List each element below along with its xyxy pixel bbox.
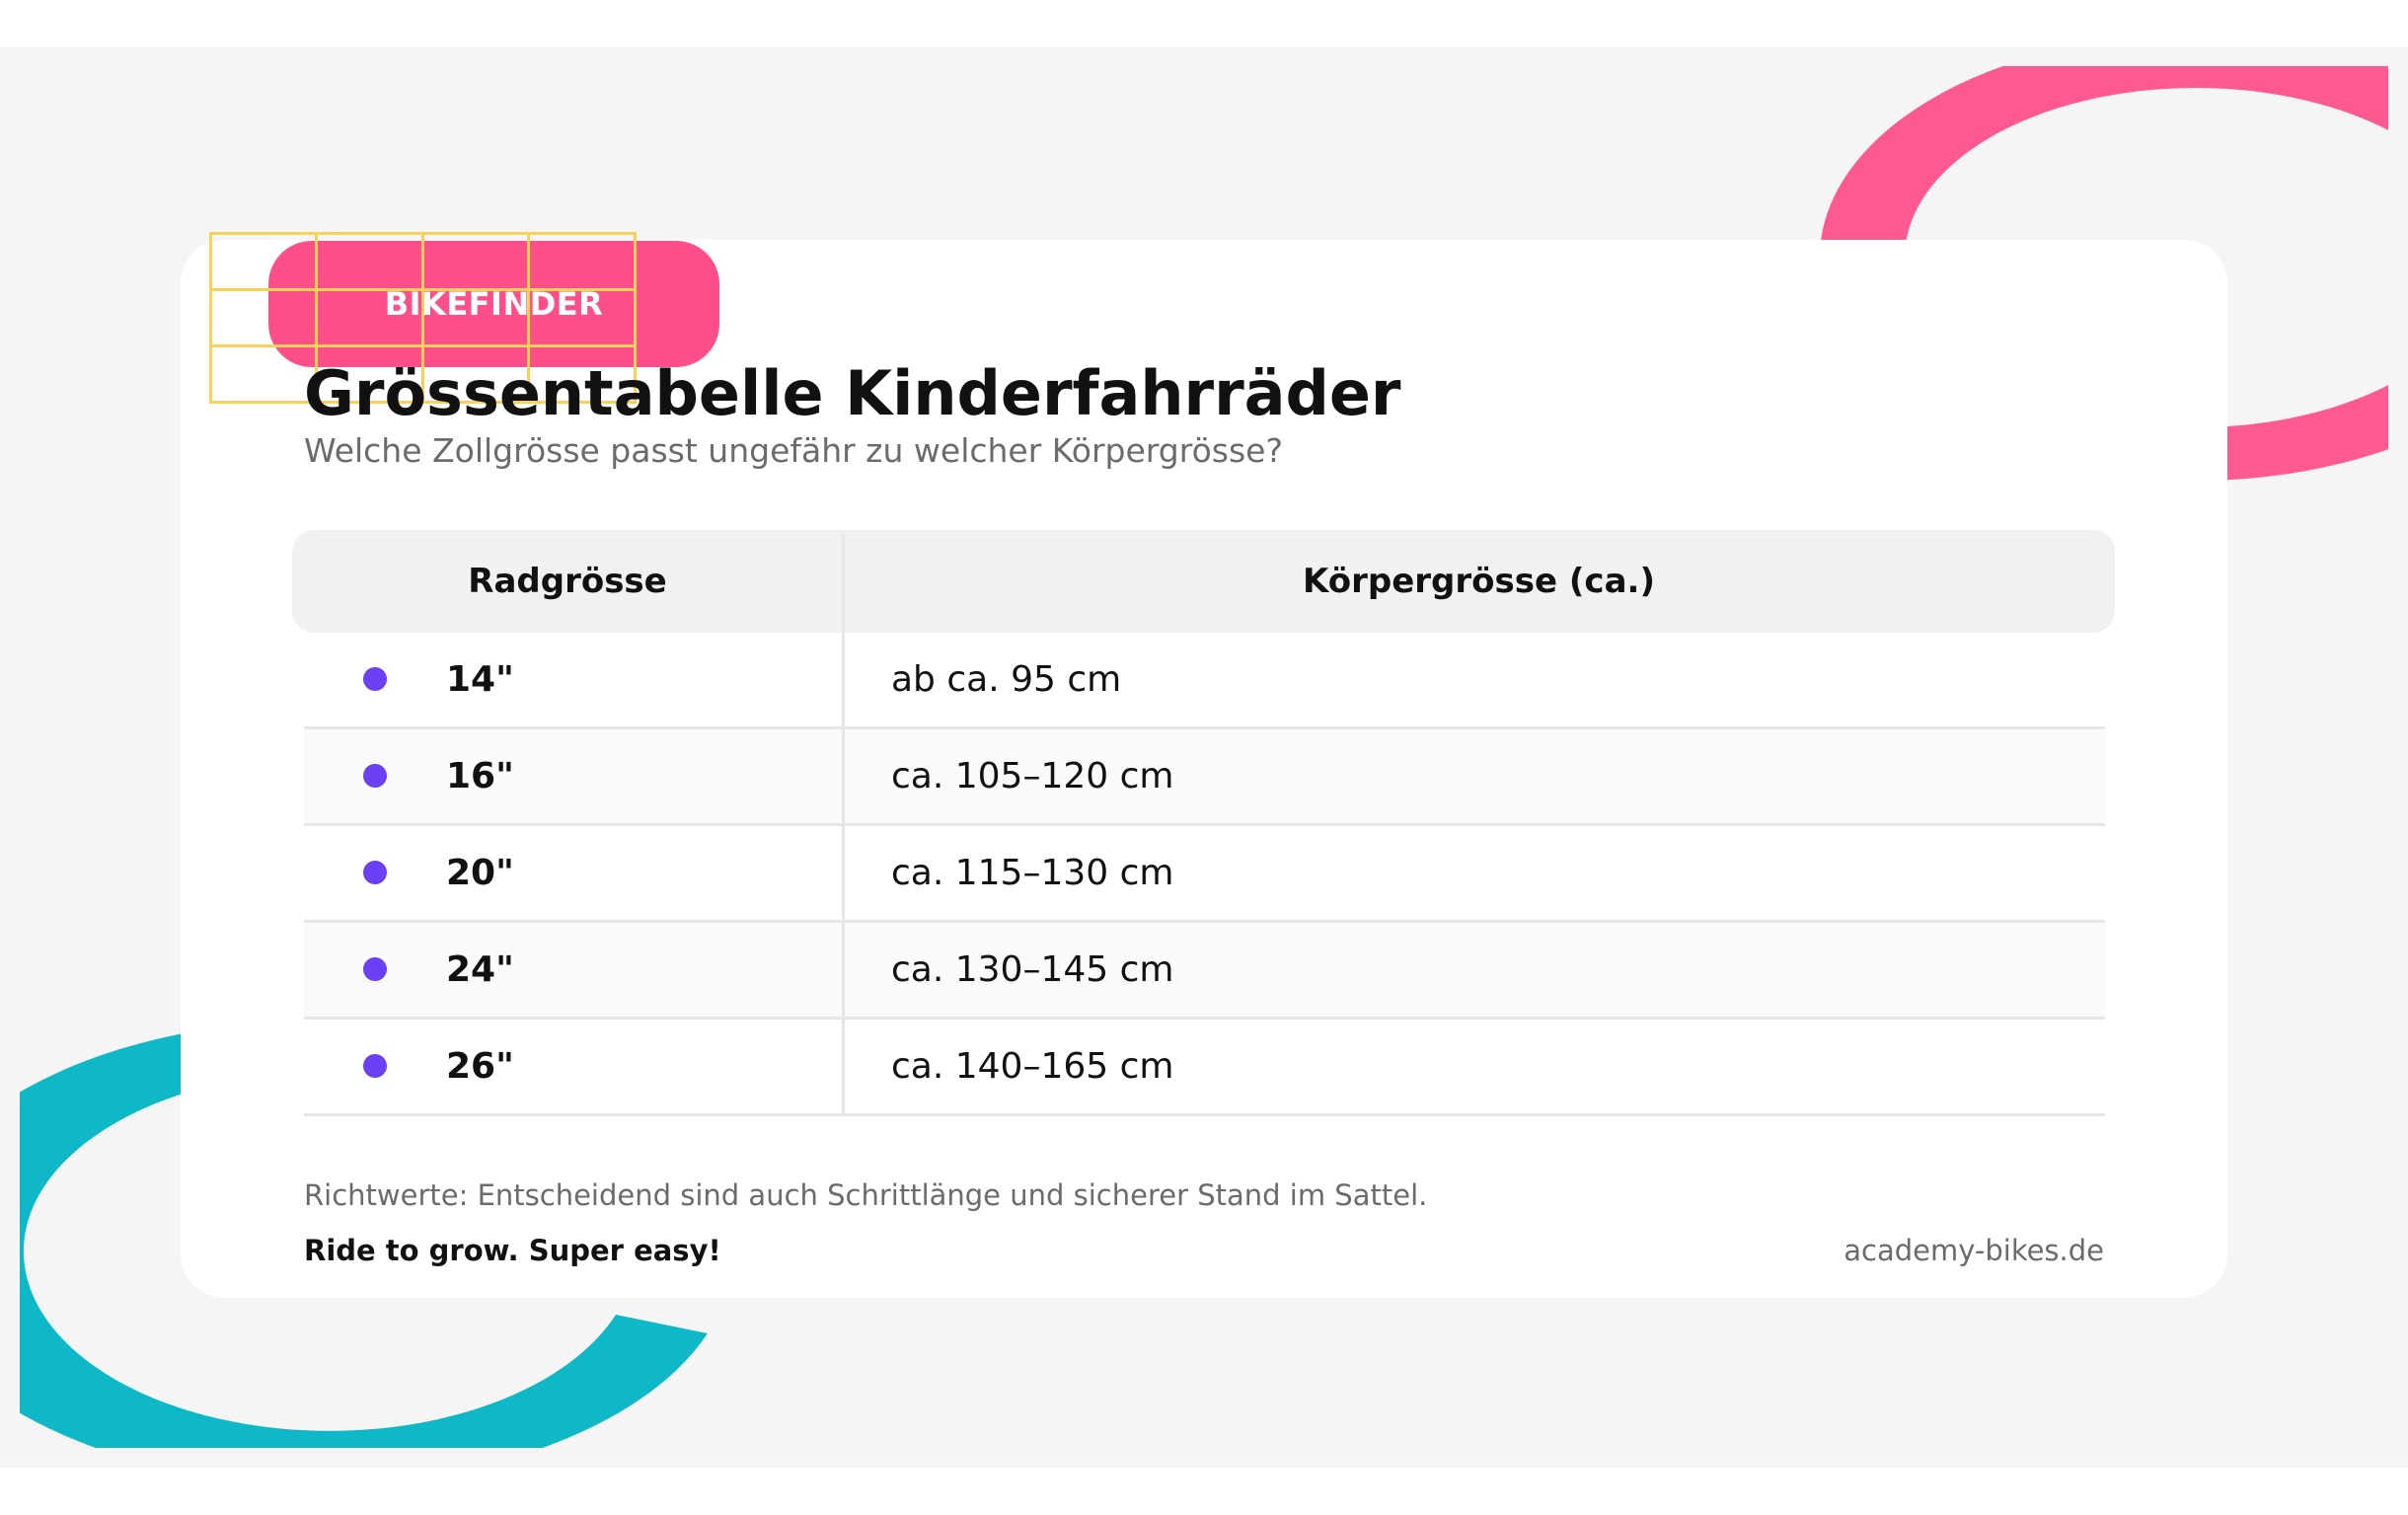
page-title: Grössentabelle Kinderfahrräder — [304, 357, 1401, 429]
website-link[interactable]: academy-bikes.de — [1844, 1234, 2104, 1267]
yellow-grid-overlay — [209, 232, 637, 404]
page-subtitle: Welche Zollgrösse passt ungefähr zu welc… — [304, 431, 1283, 470]
table-row: 14" ab ca. 95 cm — [304, 633, 2105, 729]
body-height-cell: ca. 140–165 cm — [891, 1046, 1174, 1087]
dot-icon — [363, 957, 387, 981]
column-divider — [842, 534, 845, 1116]
table-row: 20" ca. 115–130 cm — [304, 826, 2105, 923]
dot-icon — [363, 667, 387, 691]
size-table-body: 14" ab ca. 95 cm 16" ca. 105–120 cm 20" … — [304, 633, 2105, 1116]
footnote: Richtwerte: Entscheidend sind auch Schri… — [304, 1178, 1428, 1212]
body-height-cell: ca. 105–120 cm — [891, 756, 1174, 796]
dot-icon — [363, 1054, 387, 1078]
teal-ring-decoration — [20, 1023, 708, 1448]
column-header-body-height: Körpergrösse (ca.) — [1303, 562, 1655, 601]
tagline: Ride to grow. Super easy! — [304, 1234, 721, 1267]
table-row: 24" ca. 130–145 cm — [304, 923, 2105, 1020]
dot-icon — [363, 861, 387, 884]
wheel-size-cell: 20" — [446, 853, 514, 893]
dot-icon — [363, 764, 387, 788]
body-height-cell: ca. 115–130 cm — [891, 853, 1174, 893]
table-header: Radgrösse Körpergrösse (ca.) — [292, 530, 2115, 633]
table-row: 26" ca. 140–165 cm — [304, 1020, 2105, 1116]
badge-label: BIKEFINDER — [384, 285, 604, 323]
table-row: 16" ca. 105–120 cm — [304, 729, 2105, 826]
wheel-size-cell: 26" — [446, 1046, 514, 1087]
column-header-wheel-size: Radgrösse — [468, 562, 667, 601]
wheel-size-cell: 16" — [446, 756, 514, 796]
wheel-size-cell: 14" — [446, 659, 514, 700]
wheel-size-cell: 24" — [446, 949, 514, 990]
body-height-cell: ab ca. 95 cm — [891, 659, 1122, 700]
body-height-cell: ca. 130–145 cm — [891, 949, 1174, 990]
